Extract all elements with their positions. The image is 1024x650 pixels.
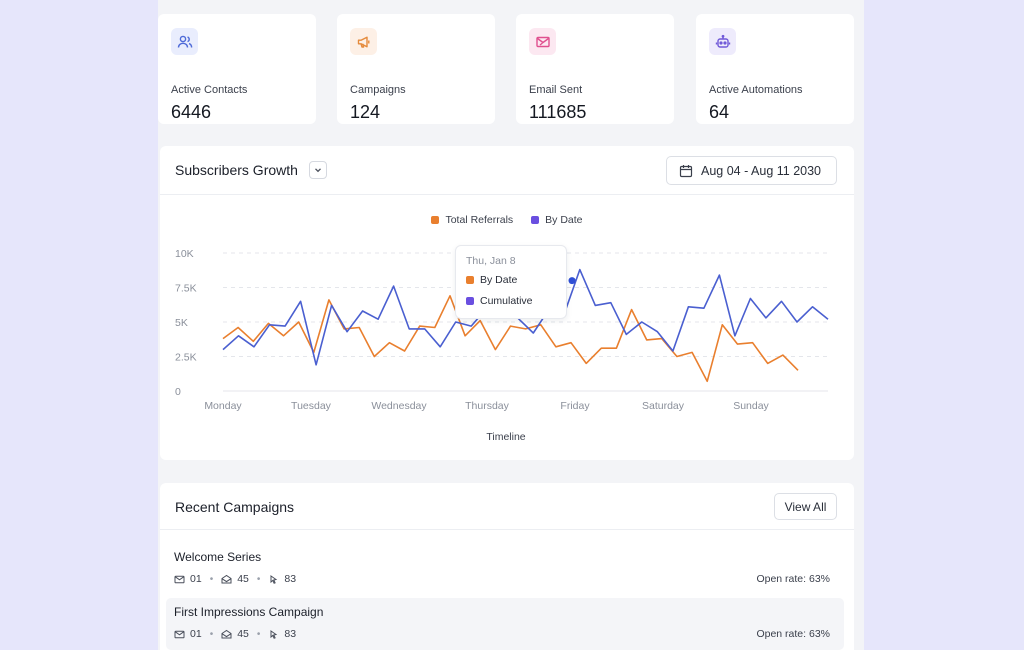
campaign-meta: 01 • 45 • 83 bbox=[174, 573, 296, 585]
campaign-row[interactable]: First Impressions Campaign 01 • 45 • 83 … bbox=[166, 598, 844, 650]
mail-open-icon bbox=[221, 574, 232, 583]
x-tick-label: Friday bbox=[560, 400, 590, 412]
x-tick-label: Sunday bbox=[733, 400, 769, 412]
cursor-click-icon bbox=[270, 574, 278, 584]
campaign-emails: 01 bbox=[190, 628, 202, 640]
users-icon bbox=[171, 28, 198, 55]
x-tick-label: Tuesday bbox=[291, 400, 332, 412]
tooltip-row-by-date: By Date bbox=[466, 274, 517, 286]
legend-item-total-referrals[interactable]: Total Referrals bbox=[431, 214, 513, 226]
campaign-opens: 45 bbox=[237, 628, 249, 640]
x-tick-label: Saturday bbox=[642, 400, 685, 412]
stat-card-active-automations[interactable]: Active Automations 64 bbox=[696, 14, 854, 124]
y-tick-label: 0 bbox=[175, 386, 181, 398]
recent-campaigns-card: Recent Campaigns View All Welcome Series… bbox=[160, 483, 854, 650]
stat-card-active-contacts[interactable]: Active Contacts 6446 bbox=[158, 14, 316, 124]
dot-separator: • bbox=[209, 628, 214, 640]
x-tick-label: Monday bbox=[204, 400, 242, 412]
view-all-button[interactable]: View All bbox=[774, 493, 837, 520]
stat-label: Campaigns bbox=[350, 84, 406, 96]
campaign-emails: 01 bbox=[190, 573, 202, 585]
stat-value: 111685 bbox=[529, 102, 587, 122]
stat-value: 64 bbox=[709, 102, 730, 122]
campaign-open-rate: Open rate: 63% bbox=[756, 573, 830, 585]
y-tick-label: 5K bbox=[175, 317, 188, 329]
tooltip-row-cumulative: Cumulative bbox=[466, 295, 533, 307]
campaigns-title: Recent Campaigns bbox=[175, 499, 295, 515]
chart-legend: Total Referrals By Date bbox=[160, 214, 854, 226]
y-tick-label: 2.5K bbox=[175, 352, 197, 364]
stat-label: Active Automations bbox=[709, 84, 803, 96]
tooltip-label: By Date bbox=[480, 274, 518, 286]
dot-separator: • bbox=[256, 628, 261, 640]
megaphone-icon bbox=[350, 28, 377, 55]
mail-open-icon bbox=[221, 629, 232, 638]
robot-icon bbox=[709, 28, 736, 55]
tooltip-label: Cumulative bbox=[480, 295, 533, 307]
legend-label: Total Referrals bbox=[445, 214, 514, 226]
campaign-row[interactable]: Welcome Series 01 • 45 • 83 Open rate: 6… bbox=[166, 543, 844, 595]
date-range-button[interactable]: Aug 04 - Aug 11 2030 bbox=[666, 156, 837, 185]
divider bbox=[160, 529, 854, 530]
hover-point bbox=[568, 277, 576, 285]
chart-tooltip: Thu, Jan 8 By Date Cumulative bbox=[455, 245, 567, 319]
legend-swatch bbox=[531, 216, 540, 224]
cursor-click-icon bbox=[270, 629, 278, 639]
date-range-label: Aug 04 - Aug 11 2030 bbox=[701, 163, 822, 178]
tooltip-swatch bbox=[466, 297, 474, 305]
line-chart[interactable]: 0 2.5K 5K 7.5K 10K Monday Tuesday Wednesday Thur… bbox=[160, 146, 854, 460]
x-tick-label: Thursday bbox=[465, 400, 510, 412]
campaign-opens: 45 bbox=[237, 573, 249, 585]
chart-title: Subscribers Growth bbox=[175, 162, 298, 178]
campaign-clicks: 83 bbox=[284, 573, 297, 585]
legend-swatch bbox=[431, 216, 440, 224]
y-tick-label: 10K bbox=[175, 248, 194, 260]
mail-icon bbox=[174, 575, 185, 583]
campaign-open-rate: Open rate: 63% bbox=[756, 628, 830, 640]
campaign-clicks: 83 bbox=[284, 628, 297, 640]
legend-label: By Date bbox=[545, 214, 583, 226]
tooltip-swatch bbox=[466, 276, 474, 284]
email-sent-icon bbox=[529, 28, 556, 55]
stat-value: 6446 bbox=[171, 102, 212, 122]
series-line-by-date bbox=[222, 268, 829, 366]
stat-label: Active Contacts bbox=[171, 84, 248, 96]
mail-icon bbox=[174, 630, 185, 638]
series-line-total-referrals bbox=[222, 295, 799, 383]
chevron-down-icon[interactable] bbox=[309, 161, 327, 179]
legend-item-by-date[interactable]: By Date bbox=[531, 214, 583, 226]
stat-card-campaigns[interactable]: Campaigns 124 bbox=[337, 14, 495, 124]
tooltip-date: Thu, Jan 8 bbox=[466, 255, 516, 267]
stat-label: Email Sent bbox=[529, 84, 583, 96]
campaign-meta: 01 • 45 • 83 bbox=[174, 628, 296, 640]
subscribers-growth-card: Subscribers Growth Aug 04 - Aug 11 2030 … bbox=[160, 146, 854, 460]
dot-separator: • bbox=[256, 573, 261, 585]
calendar-icon bbox=[679, 164, 693, 177]
stat-card-email-sent[interactable]: Email Sent 111685 bbox=[516, 14, 674, 124]
campaign-name: First Impressions Campaign bbox=[174, 605, 324, 619]
x-axis-label: Timeline bbox=[486, 431, 525, 443]
dot-separator: • bbox=[209, 573, 214, 585]
y-tick-label: 7.5K bbox=[175, 283, 197, 295]
x-tick-label: Wednesday bbox=[371, 400, 427, 412]
divider bbox=[160, 194, 854, 195]
campaign-name: Welcome Series bbox=[174, 550, 262, 564]
stat-value: 124 bbox=[350, 102, 381, 122]
